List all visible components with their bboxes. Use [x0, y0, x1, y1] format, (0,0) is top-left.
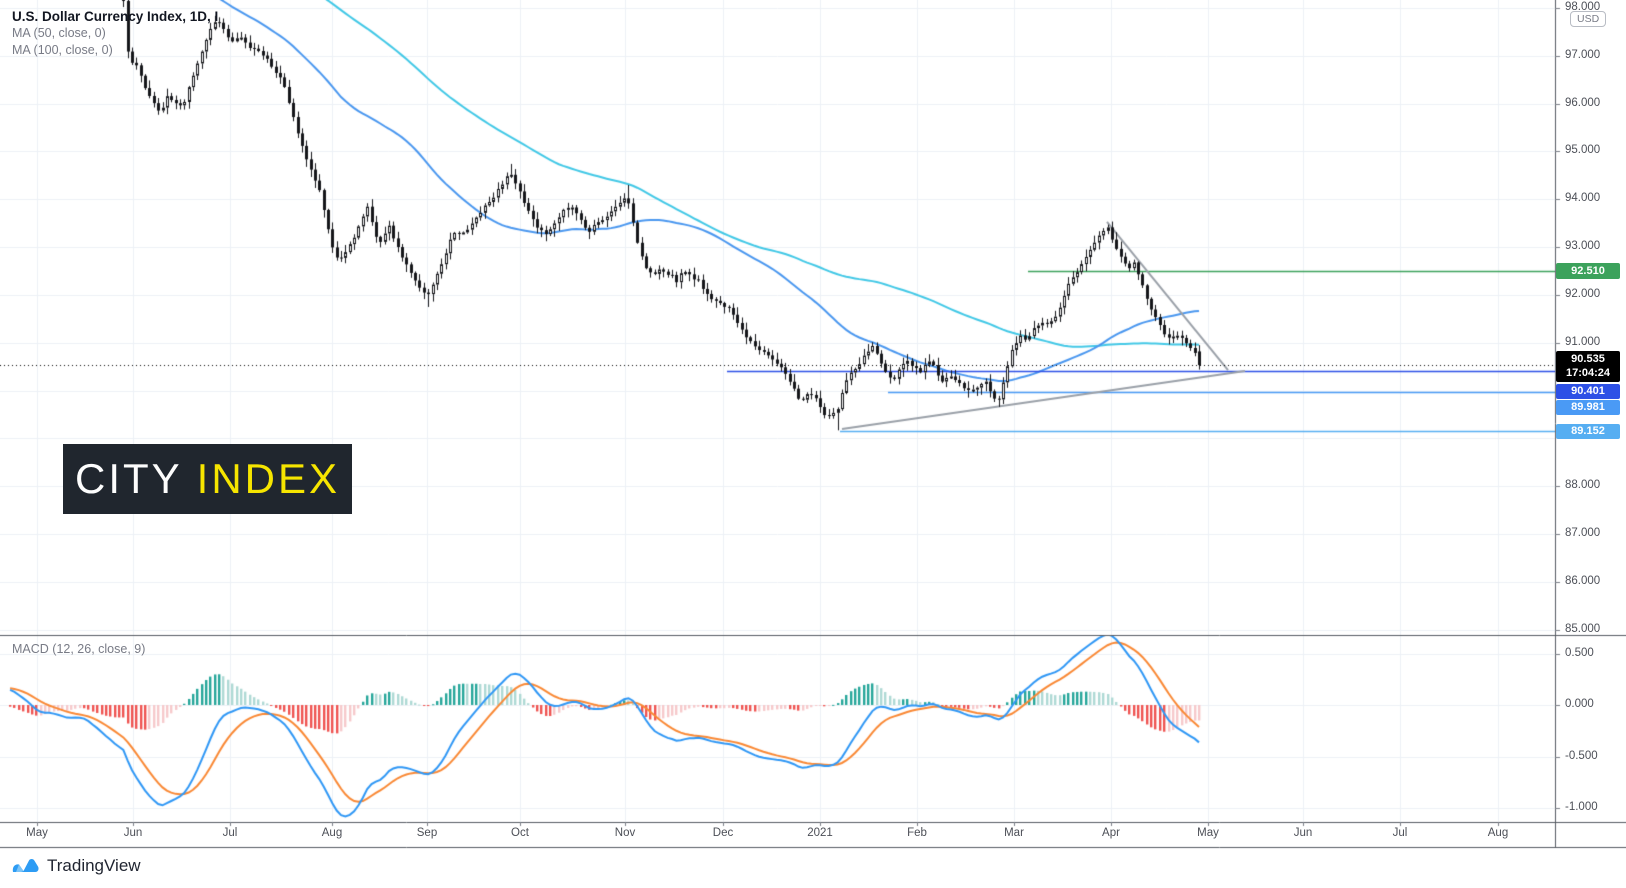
symbol-title[interactable]: U.S. Dollar Currency Index, 1D, I — [12, 9, 219, 24]
macd-tick-label: 0.500 — [1565, 646, 1594, 659]
month-label: Aug — [321, 827, 343, 839]
price-tick-label: 86.000 — [1565, 574, 1601, 587]
support-price-badge-3[interactable]: 89.152 — [1556, 424, 1620, 439]
tradingview-icon — [12, 858, 39, 872]
support-price-badge-1[interactable]: 90.401 — [1556, 384, 1620, 399]
month-label: Mar — [1004, 827, 1024, 839]
support-price-badge-2[interactable]: 89.981 — [1556, 400, 1620, 415]
price-tick-label: 97.000 — [1565, 48, 1601, 61]
ma50-legend[interactable]: MA (50, close, 0) — [12, 26, 106, 40]
macd-tick-label: -1.000 — [1565, 801, 1598, 813]
month-label: Apr — [1102, 827, 1120, 839]
bar-countdown: 17:04:24 — [1565, 367, 1611, 379]
chart-legend: U.S. Dollar Currency Index, 1D, I MA (50… — [12, 8, 218, 59]
price-tick-label: 91.000 — [1565, 335, 1601, 348]
month-label: 2021 — [807, 827, 833, 839]
city-index-logo-city: CITY — [74, 455, 183, 502]
macd-tick-label: 0.000 — [1565, 698, 1594, 710]
price-tick-label: 95.000 — [1565, 144, 1601, 157]
month-label: Nov — [614, 827, 636, 839]
currency-unit-badge[interactable]: USD — [1570, 11, 1607, 27]
last-price-badge: 90.535 17:04:24 — [1556, 351, 1620, 382]
price-tick-label: 87.000 — [1565, 527, 1601, 540]
price-tick-label: 93.000 — [1565, 240, 1601, 253]
resistance-price-badge[interactable]: 92.510 — [1556, 263, 1620, 279]
month-label: Feb — [907, 827, 927, 839]
month-label: May — [1197, 827, 1219, 839]
month-label: Dec — [712, 827, 734, 839]
month-label: Jun — [1293, 827, 1313, 839]
city-index-logo: CITY INDEX — [63, 444, 352, 514]
month-label: Jul — [1392, 827, 1408, 839]
tradingview-brand-text: TradingView — [47, 856, 141, 875]
price-tick-label: 96.000 — [1565, 96, 1601, 109]
tradingview-attribution[interactable]: TradingView — [10, 856, 141, 876]
price-tick-label: 92.000 — [1565, 287, 1601, 300]
month-label: Jul — [222, 827, 238, 839]
price-tick-label: 98.000 — [1565, 1, 1601, 13]
month-label: Aug — [1487, 827, 1509, 839]
month-label: Jun — [123, 827, 143, 839]
month-label: Sep — [416, 827, 438, 839]
month-label: May — [26, 827, 48, 839]
price-tick-label: 94.000 — [1565, 192, 1601, 205]
month-label: Oct — [511, 827, 529, 839]
ma100-legend[interactable]: MA (100, close, 0) — [12, 43, 113, 57]
city-index-logo-index: INDEX — [196, 455, 341, 502]
price-tick-label: 85.000 — [1565, 622, 1601, 635]
macd-legend[interactable]: MACD (12, 26, close, 9) — [12, 642, 146, 656]
price-tick-label: 88.000 — [1565, 479, 1601, 492]
last-price-value: 90.535 — [1571, 353, 1605, 365]
macd-tick-label: -0.500 — [1565, 749, 1598, 762]
